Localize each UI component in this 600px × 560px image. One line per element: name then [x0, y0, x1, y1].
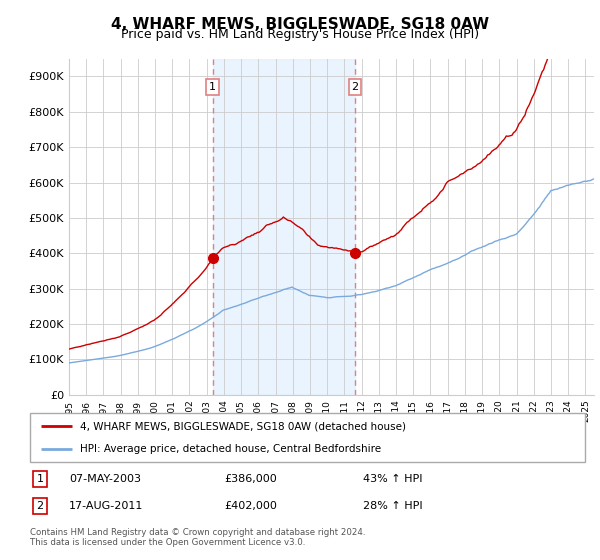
Text: 17-AUG-2011: 17-AUG-2011: [69, 501, 143, 511]
Text: 4, WHARF MEWS, BIGGLESWADE, SG18 0AW (detached house): 4, WHARF MEWS, BIGGLESWADE, SG18 0AW (de…: [80, 421, 406, 431]
Text: HPI: Average price, detached house, Central Bedfordshire: HPI: Average price, detached house, Cent…: [80, 444, 381, 454]
Text: 2: 2: [352, 82, 359, 92]
Bar: [213, 59, 355, 395]
Text: £402,000: £402,000: [224, 501, 277, 511]
Text: 07-MAY-2003: 07-MAY-2003: [69, 474, 141, 484]
Text: Contains HM Land Registry data © Crown copyright and database right 2024.
This d: Contains HM Land Registry data © Crown c…: [30, 528, 365, 547]
Text: Price paid vs. HM Land Registry's House Price Index (HPI): Price paid vs. HM Land Registry's House …: [121, 28, 479, 41]
Text: 43% ↑ HPI: 43% ↑ HPI: [363, 474, 422, 484]
Text: £386,000: £386,000: [224, 474, 277, 484]
Text: 1: 1: [37, 474, 43, 484]
Text: 28% ↑ HPI: 28% ↑ HPI: [363, 501, 422, 511]
Text: 4, WHARF MEWS, BIGGLESWADE, SG18 0AW: 4, WHARF MEWS, BIGGLESWADE, SG18 0AW: [111, 17, 489, 32]
FancyBboxPatch shape: [30, 413, 585, 462]
Text: 2: 2: [37, 501, 44, 511]
Text: 1: 1: [209, 82, 216, 92]
